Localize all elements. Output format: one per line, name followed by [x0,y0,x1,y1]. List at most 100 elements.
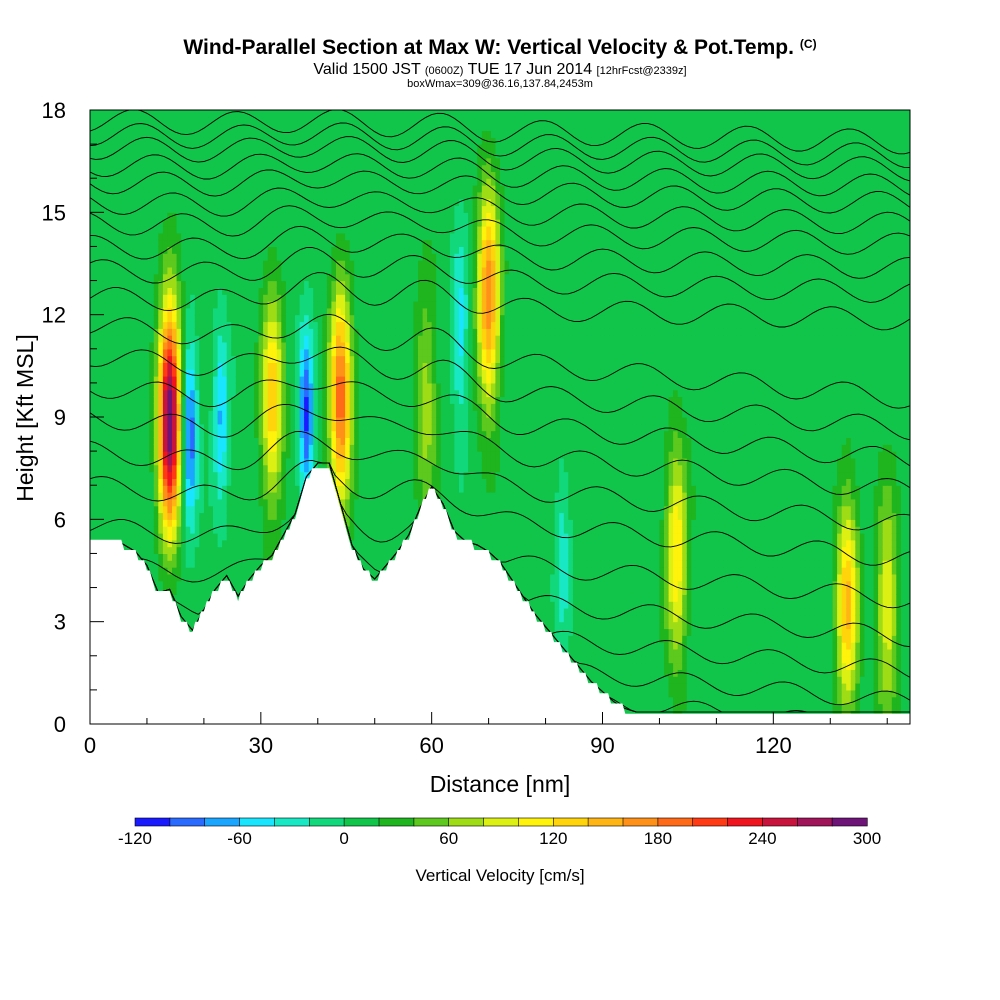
velocity-cell [90,164,96,172]
velocity-cell [331,164,337,172]
velocity-cell [258,533,264,541]
velocity-cell [158,471,164,479]
velocity-cell [254,198,260,207]
velocity-cell [317,123,323,131]
velocity-cell [244,123,251,131]
velocity-cell [272,348,278,357]
velocity-cell [235,178,241,186]
velocity-cell [117,498,123,507]
velocity-cell [108,266,114,275]
velocity-cell [313,430,319,438]
velocity-cell [135,464,141,473]
velocity-cell [103,403,109,411]
velocity-cell [199,205,205,213]
velocity-cell [190,164,196,172]
velocity-cell [208,335,214,343]
velocity-cell [217,110,223,118]
velocity-cell [167,355,173,363]
velocity-cell [131,396,137,404]
velocity-cell [235,185,241,193]
velocity-cell [140,546,146,554]
velocity-cell [244,423,251,432]
velocity-cell [117,198,123,207]
velocity-cell [181,464,187,473]
velocity-cell [322,260,328,268]
velocity-cell [149,396,155,404]
velocity-cell [117,348,123,357]
velocity-cell [208,471,214,479]
velocity-cell [240,389,246,398]
velocity-cell [217,417,223,425]
velocity-cell [244,239,251,247]
velocity-cell [190,198,196,207]
velocity-cell [99,444,105,452]
velocity-cell [336,219,342,227]
velocity-cell [276,526,282,534]
velocity-cell [290,451,296,459]
velocity-cell [326,342,333,350]
velocity-cell [144,417,150,425]
velocity-cell [199,601,205,609]
velocity-cell [121,478,128,486]
velocity-cell [167,485,173,493]
velocity-cell [313,280,319,288]
velocity-cell [199,226,205,234]
velocity-cell [162,505,169,514]
velocity-cell [267,539,273,548]
velocity-cell [231,471,237,479]
velocity-cell [231,246,237,254]
velocity-cell [231,191,237,200]
velocity-cell [112,137,118,145]
velocity-cell [304,396,310,404]
velocity-cell [249,335,255,343]
velocity-cell [254,533,260,541]
velocity-cell [185,539,191,548]
velocity-cell [213,560,219,568]
velocity-cell [99,307,105,316]
velocity-cell [295,505,301,514]
velocity-cell [140,335,146,343]
velocity-cell [235,410,241,418]
velocity-cell [121,280,128,288]
velocity-cell [317,430,323,438]
velocity-cell [172,573,178,582]
velocity-cell [126,492,132,500]
velocity-cell [281,417,287,425]
velocity-cell [144,301,150,309]
velocity-cell [167,376,173,384]
velocity-cell [317,239,323,247]
velocity-cell [90,260,96,268]
velocity-cell [190,314,196,323]
velocity-cell [226,246,232,254]
velocity-cell [285,403,292,411]
velocity-cell [313,348,319,357]
velocity-cell [235,492,241,500]
velocity-cell [176,601,182,609]
velocity-cell [185,485,191,493]
velocity-cell [90,205,96,213]
velocity-cell [203,232,210,241]
velocity-cell [121,171,128,179]
velocity-cell [140,171,146,179]
velocity-cell [299,110,305,111]
velocity-cell [194,553,200,561]
velocity-cell [149,280,155,288]
velocity-cell [103,123,109,131]
velocity-cell [172,110,178,118]
velocity-cell [304,307,310,316]
velocity-cell [295,226,301,234]
velocity-cell [217,266,223,275]
velocity-cell [99,492,105,500]
velocity-cell [213,430,219,438]
velocity-cell [285,137,292,145]
velocity-cell [94,410,100,418]
velocity-cell [267,253,273,261]
velocity-cell [326,335,333,343]
velocity-cell [326,369,333,377]
velocity-cell [149,444,155,452]
velocity-cell [308,335,314,343]
velocity-cell [258,512,264,520]
velocity-cell [90,273,96,282]
velocity-cell [231,546,237,554]
velocity-cell [267,526,273,534]
